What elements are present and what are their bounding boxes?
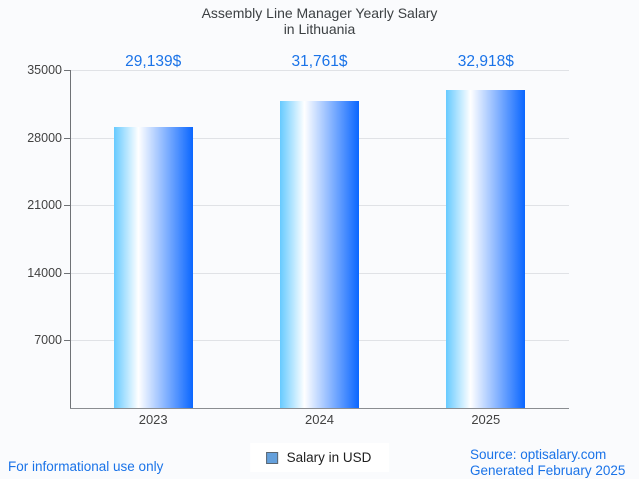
footer-source-block: Source: optisalary.com Generated Februar…	[470, 447, 625, 479]
footer-source: Source: optisalary.com	[470, 447, 607, 462]
y-axis-line	[70, 70, 71, 408]
x-axis-label-2023: 2023	[138, 412, 168, 427]
y-axis-label-7000: 7000	[34, 333, 62, 347]
x-axis-line	[70, 408, 569, 409]
footer-generated: Generated February 2025	[470, 463, 626, 478]
bar-2023	[113, 126, 193, 408]
y-tick-14000	[64, 273, 70, 274]
x-axis-label-2024: 2024	[305, 412, 334, 427]
legend-label: Salary in USD	[286, 450, 372, 465]
y-axis-label-35000: 35000	[27, 63, 62, 77]
y-axis-label-14000: 14000	[27, 266, 62, 280]
bar-2025	[446, 90, 526, 408]
footer-disclaimer: For informational use only	[8, 459, 164, 474]
value-label-2025: 32,918$	[457, 53, 514, 70]
y-axis-label-21000: 21000	[27, 198, 62, 212]
legend: Salary in USD	[249, 443, 390, 472]
value-label-2024: 31,761$	[291, 53, 348, 70]
y-tick-21000	[64, 205, 70, 206]
chart-title: Assembly Line Manager Yearly Salary in L…	[0, 5, 639, 37]
y-tick-35000	[64, 70, 70, 71]
x-axis-label-2025: 2025	[471, 412, 501, 427]
y-tick-28000	[64, 138, 70, 139]
y-axis-label-28000: 28000	[27, 131, 62, 145]
chart-title-line2: in Lithuania	[283, 21, 356, 37]
legend-marker-square-icon	[265, 451, 278, 464]
bar-2024	[280, 101, 359, 408]
value-label-2023: 29,139$	[125, 53, 182, 70]
gridline-35000	[70, 70, 569, 71]
y-tick-7000	[64, 340, 70, 341]
chart-title-line1: Assembly Line Manager Yearly Salary	[201, 5, 438, 21]
